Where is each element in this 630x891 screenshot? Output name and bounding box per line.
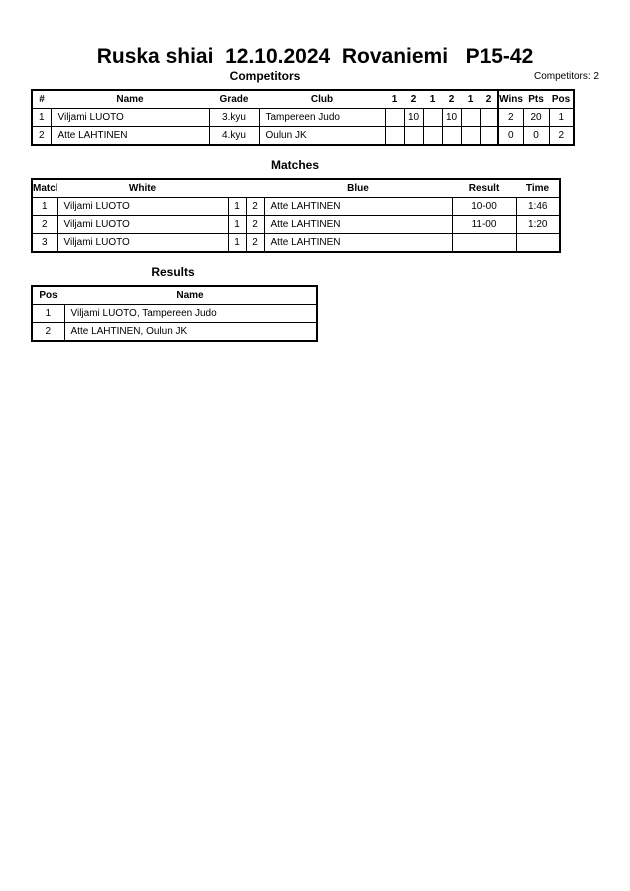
table-cell [479,126,499,146]
table-cell [422,108,443,127]
table-cell: 1 [227,197,247,216]
table-cell: Viljami LUOTO [56,233,229,253]
table-cell [441,126,462,146]
table-cell: 10 [441,108,462,127]
col-header: 2 [480,89,498,109]
table-row: 3 Viljami LUOTO 1 2 Atte LAHTINEN [31,233,561,253]
table-cell: 2 [245,197,265,216]
table-row: 2 Viljami LUOTO 1 2 Atte LAHTINEN 11-00 1:20 [31,215,561,234]
competitors-heading: Competitors [229,69,301,83]
col-header: Grade [209,89,259,109]
table-cell [515,233,561,253]
col-white: White [57,178,228,198]
table-row: 2 Atte LAHTINEN, Oulun JK [31,322,318,342]
table-cell [422,126,443,146]
table-cell: 2 [245,215,265,234]
table-cell [460,126,481,146]
table-cell: Oulun JK [258,126,386,146]
col-header: Name [51,89,209,109]
table-cell: 1 [548,108,575,127]
table-cell: 10 [403,108,424,127]
col-name: Name [64,285,317,305]
col-header: Club [259,89,385,109]
table-cell: Atte LAHTINEN [263,215,453,234]
table-cell: 1:46 [515,197,561,216]
table-cell: 1 [31,304,65,323]
col-header: # [32,89,51,109]
col-header: 2 [404,89,423,109]
table-cell [479,108,499,127]
table-cell: 11-00 [451,215,517,234]
table-cell: Atte LAHTINEN, Oulun JK [63,322,318,342]
competitors-table: # Name Grade Club 1 2 1 2 1 2 Wins Pts Pos 1 Viljami … [31,89,575,146]
table-cell: Atte LAHTINEN [263,197,453,216]
table-cell: 0 [497,126,524,146]
col-header: 1 [385,89,404,109]
table-cell: 1 [31,197,58,216]
col-pos: Pos [32,285,64,305]
results-heading: Results [151,265,195,279]
table-cell: Viljami LUOTO, Tampereen Judo [63,304,318,323]
col-header: 1 [461,89,480,109]
table-cell: 1 [31,108,52,127]
table-row: 1 Viljami LUOTO 3.kyu Tampereen Judo 10 10 2 20… [31,108,575,127]
matches-heading: Matches [270,158,320,172]
col-header: Wins [497,89,523,109]
table-cell: 2 [548,126,575,146]
table-cell: 3 [31,233,58,253]
table-row: 1 Viljami LUOTO 1 2 Atte LAHTINEN 10-00 1:46 [31,197,561,216]
col-result: Result [452,178,516,198]
table-cell: 10-00 [451,197,517,216]
table-header: # Name Grade Club 1 2 1 2 1 2 Wins Pts Pos [32,89,574,109]
table-cell: 1 [227,233,247,253]
table-cell [460,108,481,127]
table-cell: Tampereen Judo [258,108,386,127]
table-cell [403,126,424,146]
table-cell: 1 [227,215,247,234]
results-table: Pos Name 1 Viljami LUOTO, Tampereen Judo 2… [31,285,318,342]
table-header: Match White Blue Result Time [32,178,560,198]
table-cell: 0 [522,126,550,146]
table-cell: 2 [245,233,265,253]
table-cell: 3.kyu [208,108,260,127]
table-cell [451,233,517,253]
table-cell: 1:20 [515,215,561,234]
table-cell: Viljami LUOTO [56,197,229,216]
table-cell: Viljami LUOTO [56,215,229,234]
col-header: Pos [549,89,574,109]
col-header: Pts [523,89,549,109]
table-header: Pos Name [32,285,317,305]
col-header: 1 [423,89,442,109]
page-title: Ruska shiai 12.10.2024 Rovaniemi P15-42 [96,45,534,68]
table-cell: 2 [497,108,524,127]
competitors-count: Competitors: 2 [533,71,599,82]
col-header: 2 [442,89,461,109]
table-cell: 2 [31,126,52,146]
table-cell [384,126,405,146]
table-cell: Atte LAHTINEN [50,126,210,146]
table-cell: 2 [31,322,65,342]
table-cell: 4.kyu [208,126,260,146]
table-cell: 20 [522,108,550,127]
col-blue: Blue [264,178,452,198]
col-match: Match [32,178,57,198]
table-row: 2 Atte LAHTINEN 4.kyu Oulun JK 0 0 2 [31,126,575,146]
table-cell [384,108,405,127]
table-cell: Atte LAHTINEN [263,233,453,253]
table-row: 1 Viljami LUOTO, Tampereen Judo [31,304,318,323]
table-cell: Viljami LUOTO [50,108,210,127]
table-cell: 2 [31,215,58,234]
col-time: Time [516,178,560,198]
